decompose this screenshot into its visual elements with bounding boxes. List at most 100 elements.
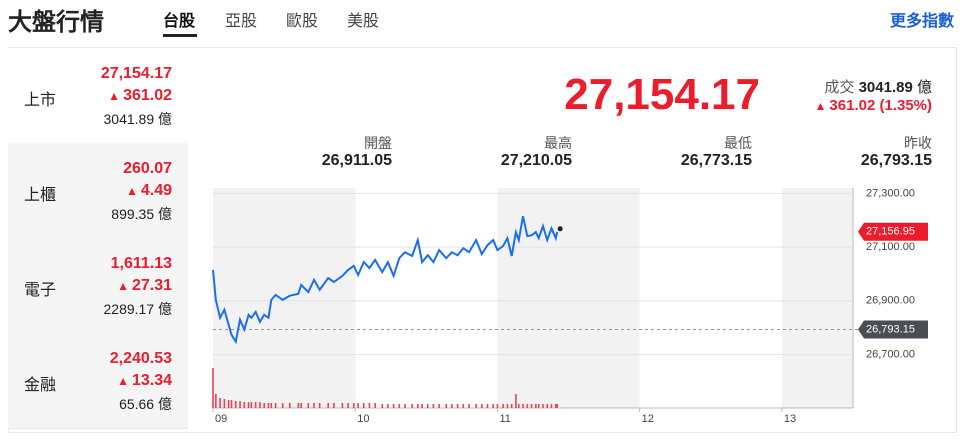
index-change: ▲ 27.31 xyxy=(117,277,172,295)
volume-bar xyxy=(374,403,376,408)
x-tick-label: 10 xyxy=(357,413,369,425)
volume-bar xyxy=(486,404,489,408)
up-icon: ▲ xyxy=(117,279,129,293)
up-icon: ▲ xyxy=(814,99,827,113)
volume: 成交 3041.89 億 xyxy=(824,76,932,97)
volume-bar xyxy=(368,403,371,408)
index-change: ▲ 13.34 xyxy=(117,372,172,390)
hour-band xyxy=(781,188,853,408)
index-price: 1,611.13 xyxy=(110,255,172,272)
volume-bar xyxy=(318,403,321,408)
volume-bar xyxy=(263,403,265,408)
index-price: 260.07 xyxy=(123,160,172,177)
volume-bar xyxy=(526,404,529,408)
stat-label: 開盤 xyxy=(364,135,392,151)
volume-bar xyxy=(307,403,310,408)
stat-label: 最高 xyxy=(544,135,572,151)
volume-bar xyxy=(421,404,423,408)
volume-bar xyxy=(259,402,261,408)
volume-bar xyxy=(445,404,448,408)
volume-bar xyxy=(347,403,349,408)
volume-bar xyxy=(362,403,365,408)
volume-bar xyxy=(404,404,406,408)
volume-bar xyxy=(492,404,494,408)
volume-bar xyxy=(506,404,509,408)
stat-label: 昨收 xyxy=(904,135,932,151)
volume-bar xyxy=(297,403,300,408)
volume-bar xyxy=(281,403,284,408)
volume-bar xyxy=(515,394,517,408)
index-item[interactable]: 金融 2,240.53 ▲ 13.34 65.66 億 xyxy=(8,333,188,429)
volume-bar xyxy=(502,404,504,408)
stat-value: 26,773.15 xyxy=(680,152,752,169)
index-item[interactable]: 電子 1,611.13 ▲ 27.31 2289.17 億 xyxy=(8,238,188,334)
volume-bar xyxy=(462,404,465,408)
up-icon: ▲ xyxy=(117,374,129,388)
volume-bar xyxy=(554,404,557,408)
volume-bar xyxy=(357,403,359,408)
more-link[interactable]: 更多指數 xyxy=(889,13,954,30)
y-tick-label: 26,900.00 xyxy=(866,295,915,307)
volume-bar xyxy=(556,404,558,408)
change: ▲ 361.02 (1.35%) xyxy=(815,97,932,114)
index-name: 上市 xyxy=(24,92,57,109)
x-tick-label: 11 xyxy=(499,413,510,425)
index-item[interactable]: 上櫃 260.07 ▲ 4.49 899.35 億 xyxy=(8,143,188,239)
index-volume: 3041.89 億 xyxy=(103,111,173,127)
change-value: 361.02 xyxy=(123,87,172,104)
change-value: 4.49 xyxy=(140,182,172,199)
stat-value: 27,210.05 xyxy=(500,152,572,169)
index-volume: 899.35 億 xyxy=(111,206,172,222)
index-volume: 2289.17 億 xyxy=(103,301,173,317)
x-tick-label: 09 xyxy=(215,413,227,425)
volume-unit: 億 xyxy=(916,79,932,96)
volume-bar xyxy=(522,404,524,408)
volume-bar xyxy=(333,403,335,408)
volume-bar xyxy=(313,403,315,408)
index-name: 上櫃 xyxy=(24,187,57,204)
x-tick-label: 13 xyxy=(784,413,796,425)
volume-bar xyxy=(535,404,537,408)
volume-bar xyxy=(289,403,291,408)
volume-bar xyxy=(438,404,440,408)
volume-bar xyxy=(468,404,470,408)
volume-bar xyxy=(267,403,270,408)
tab[interactable]: 台股 xyxy=(163,13,196,30)
index-name: 金融 xyxy=(24,377,57,394)
volume-bar xyxy=(223,399,226,408)
volume-bar xyxy=(230,400,233,408)
volume-bar xyxy=(546,404,549,408)
previous-close-label: 26,793.15 xyxy=(866,323,915,335)
current-label: 27,156.95 xyxy=(866,226,915,238)
change-value: 13.34 xyxy=(131,372,172,389)
x-tick-label: 12 xyxy=(642,413,654,425)
volume-bar xyxy=(481,404,483,408)
volume-bar xyxy=(537,404,540,408)
volume-bar xyxy=(234,401,237,408)
index-change: ▲ 4.49 xyxy=(126,182,172,200)
tab[interactable]: 美股 xyxy=(347,13,380,30)
volume-value: 3041.89 xyxy=(858,79,913,96)
stat-value: 26,793.15 xyxy=(860,152,932,169)
volume-bar xyxy=(542,404,544,408)
change-value: 361.02 (1.35%) xyxy=(829,97,932,114)
tab[interactable]: 亞股 xyxy=(225,13,258,30)
stat-label: 最低 xyxy=(724,135,752,151)
volume-bar xyxy=(247,402,250,408)
volume-bar xyxy=(250,402,253,408)
volume-bar xyxy=(243,402,246,408)
index-volume: 65.66 億 xyxy=(119,396,172,412)
volume-bar xyxy=(327,403,329,408)
volume-bar xyxy=(530,404,533,408)
y-tick-label: 27,300.00 xyxy=(866,187,915,199)
title: 大盤行情 xyxy=(8,9,104,36)
tab[interactable]: 歐股 xyxy=(286,13,319,30)
volume-label: 成交 xyxy=(824,79,855,96)
volume-bar xyxy=(432,404,435,408)
volume-bar xyxy=(456,404,459,408)
volume-bar xyxy=(398,404,401,408)
volume-bar xyxy=(341,403,344,408)
index-item[interactable]: 上市 27,154.17 ▲ 361.02 3041.89 億 xyxy=(8,48,188,144)
index-price: 2,240.53 xyxy=(109,350,172,367)
